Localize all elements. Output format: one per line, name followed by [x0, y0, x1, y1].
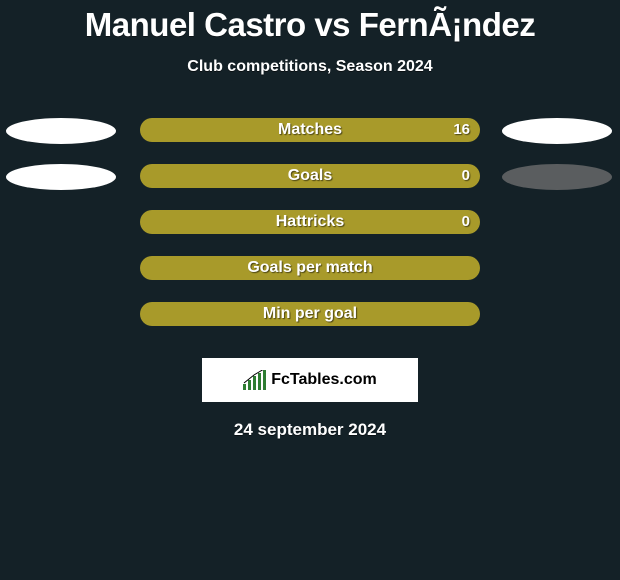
left-player-ellipse — [6, 164, 116, 190]
stat-bar: Hattricks0 — [140, 210, 480, 234]
page-title: Manuel Castro vs FernÃ¡ndez — [0, 0, 620, 44]
stat-bar: Min per goal — [140, 302, 480, 326]
right-player-ellipse — [502, 164, 612, 190]
stat-row: Matches16 — [0, 118, 620, 164]
left-player-ellipse — [6, 118, 116, 144]
logo-text: FcTables.com — [271, 371, 377, 389]
date-label: 24 september 2024 — [0, 420, 620, 440]
stat-row: Goals per match — [0, 256, 620, 302]
stat-row: Hattricks0 — [0, 210, 620, 256]
stat-label: Hattricks — [140, 210, 480, 234]
stat-label: Goals per match — [140, 256, 480, 280]
bar-chart-icon — [243, 370, 267, 390]
logo-box: FcTables.com — [202, 358, 418, 402]
page-subtitle: Club competitions, Season 2024 — [0, 58, 620, 76]
stat-rows: Matches16Goals0Hattricks0Goals per match… — [0, 118, 620, 348]
stat-row: Min per goal — [0, 302, 620, 348]
stat-value: 0 — [462, 210, 470, 234]
stat-label: Matches — [140, 118, 480, 142]
stat-row: Goals0 — [0, 164, 620, 210]
stat-label: Goals — [140, 164, 480, 188]
stat-bar: Goals0 — [140, 164, 480, 188]
stat-value: 16 — [453, 118, 470, 142]
right-player-ellipse — [502, 118, 612, 144]
stat-value: 0 — [462, 164, 470, 188]
stat-bar: Matches16 — [140, 118, 480, 142]
stat-label: Min per goal — [140, 302, 480, 326]
stat-bar: Goals per match — [140, 256, 480, 280]
